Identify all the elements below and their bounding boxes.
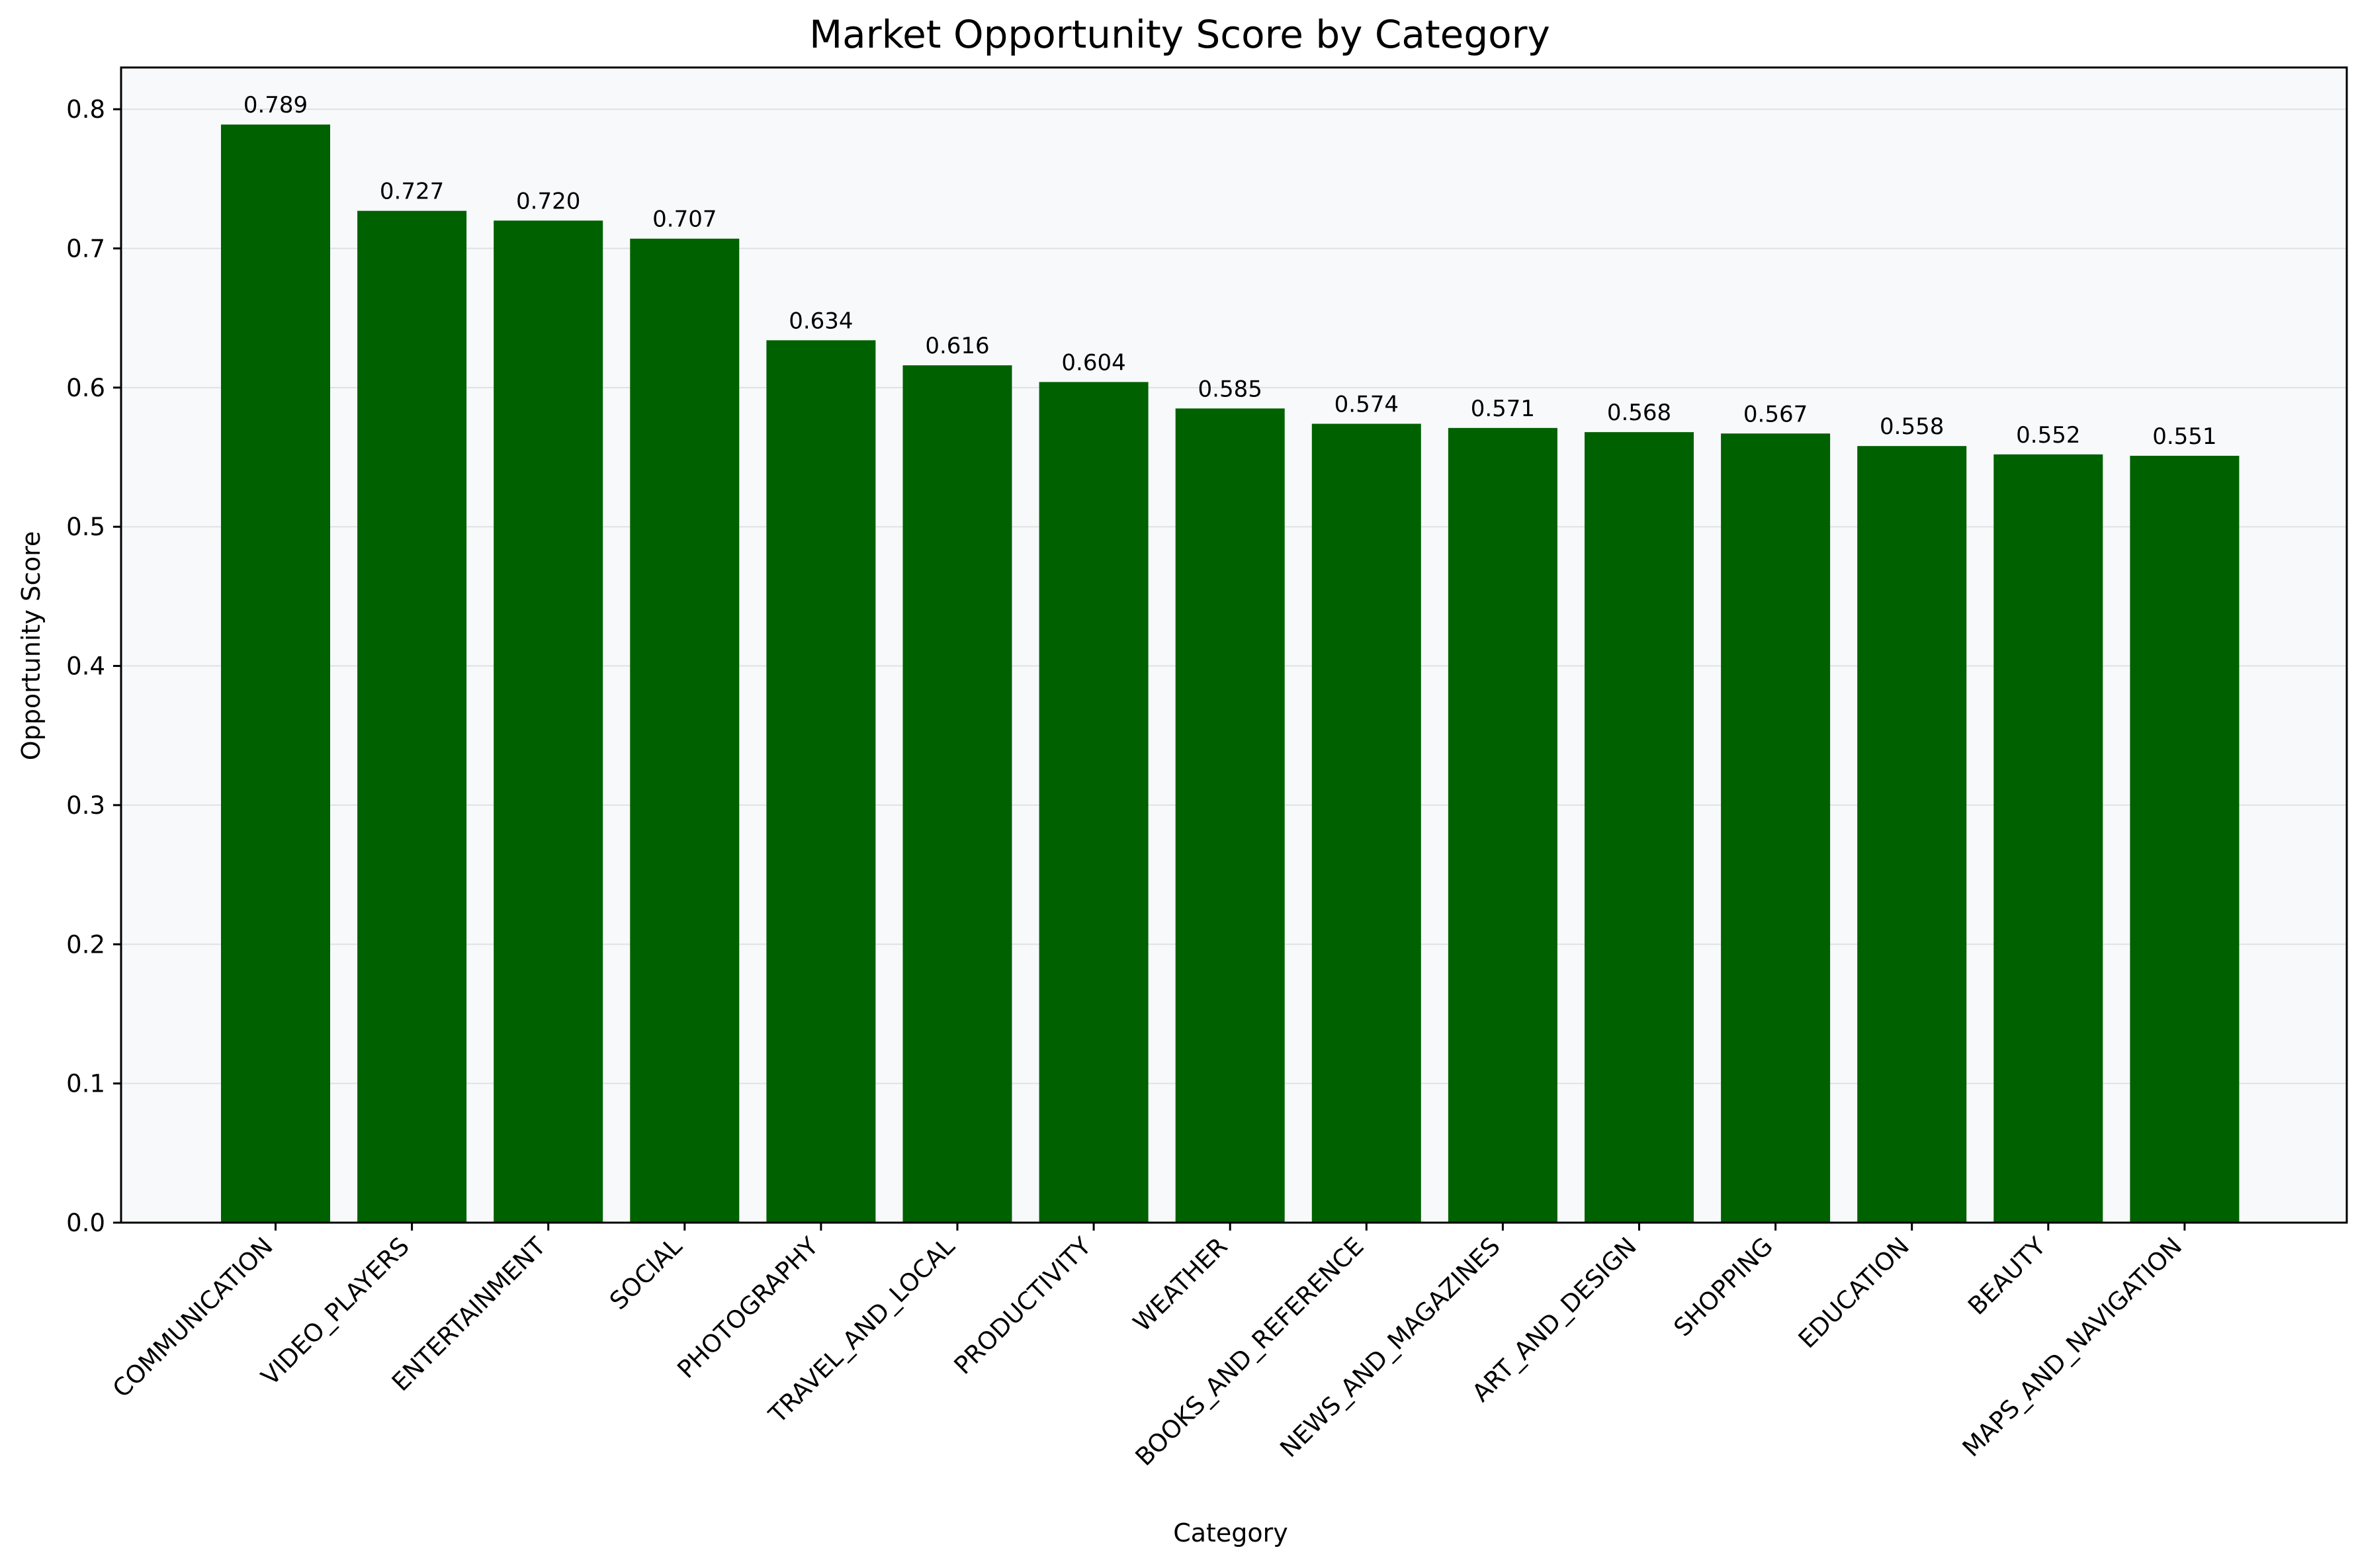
bar-value-label: 0.616 [925, 333, 989, 359]
bar [494, 220, 603, 1223]
value-labels: 0.789 0.727 0.720 0.707 0.634 0.616 0.604 0.585… [243, 92, 2217, 450]
bar [1993, 454, 2103, 1223]
x-tick-label: MAPS_AND_NAVIGATION [1957, 1232, 2187, 1462]
bar [357, 210, 467, 1223]
bar-value-label: 0.552 [2016, 422, 2080, 449]
bar [2130, 455, 2240, 1223]
bar-value-label: 0.571 [1471, 396, 1535, 422]
x-axis-label: Category [1173, 1518, 1288, 1547]
bar [1448, 427, 1557, 1223]
bar-value-label: 0.634 [789, 308, 853, 334]
y-tick-label: 0.8 [66, 95, 105, 124]
bar-value-label: 0.574 [1334, 392, 1399, 418]
y-tick-label: 0.7 [66, 234, 105, 263]
x-tick-label: PHOTOGRAPHY [672, 1232, 824, 1384]
y-tick-label: 0.4 [66, 652, 105, 681]
bar-value-label: 0.558 [1880, 414, 1944, 440]
plot-frame [120, 66, 2348, 1224]
y-axis-label: Opportunity Score [17, 531, 46, 761]
bar-value-label: 0.567 [1743, 401, 1808, 427]
bar-value-label: 0.551 [2152, 423, 2216, 450]
x-tick-label: VIDEO_PLAYERS [255, 1232, 414, 1391]
chart-title: Market Opportunity Score by Category [809, 12, 1550, 57]
x-tick-label: BEAUTY [1962, 1232, 2051, 1321]
y-tick-label: 0.3 [66, 791, 105, 820]
y-axis-ticks: 0.0 0.1 0.2 0.3 0.4 0.5 0.6 0.7 0.8 [66, 95, 121, 1237]
bar [902, 365, 1012, 1223]
bar [1039, 382, 1149, 1223]
bar-value-label: 0.585 [1198, 376, 1262, 402]
x-tick-label: EDUCATION [1793, 1232, 1915, 1354]
bars [221, 124, 2240, 1223]
x-tick-label: SHOPPING [1669, 1232, 1778, 1342]
x-tick-label: COMMUNICATION [107, 1232, 279, 1403]
bar [1857, 446, 1967, 1223]
bar-value-label: 0.568 [1607, 400, 1671, 426]
x-tick-label: NEWS_AND_MAGAZINES [1274, 1232, 1505, 1463]
y-tick-label: 0.0 [66, 1209, 105, 1237]
bar-value-label: 0.604 [1061, 349, 1125, 376]
x-tick-label: WEATHER [1128, 1232, 1233, 1337]
bar-value-label: 0.720 [516, 188, 580, 214]
x-tick-label: SOCIAL [604, 1232, 687, 1315]
bar [1175, 408, 1285, 1223]
bar [766, 340, 876, 1223]
x-tick-label: ENTERTAINMENT [386, 1232, 551, 1397]
bar-value-label: 0.789 [243, 92, 308, 118]
bar [221, 124, 330, 1223]
y-tick-label: 0.2 [66, 930, 105, 959]
bar [1721, 433, 1831, 1223]
x-tick-label: BOOKS_AND_REFERENCE [1130, 1232, 1370, 1471]
bar-value-label: 0.727 [380, 179, 444, 205]
bar [1585, 432, 1694, 1223]
y-tick-label: 0.5 [66, 513, 105, 541]
bar [1311, 423, 1421, 1223]
bar-value-label: 0.707 [652, 206, 717, 233]
bar [630, 238, 740, 1223]
y-tick-label: 0.1 [66, 1070, 105, 1098]
x-tick-label: PRODUCTIVITY [949, 1232, 1097, 1380]
y-tick-label: 0.6 [66, 374, 105, 402]
